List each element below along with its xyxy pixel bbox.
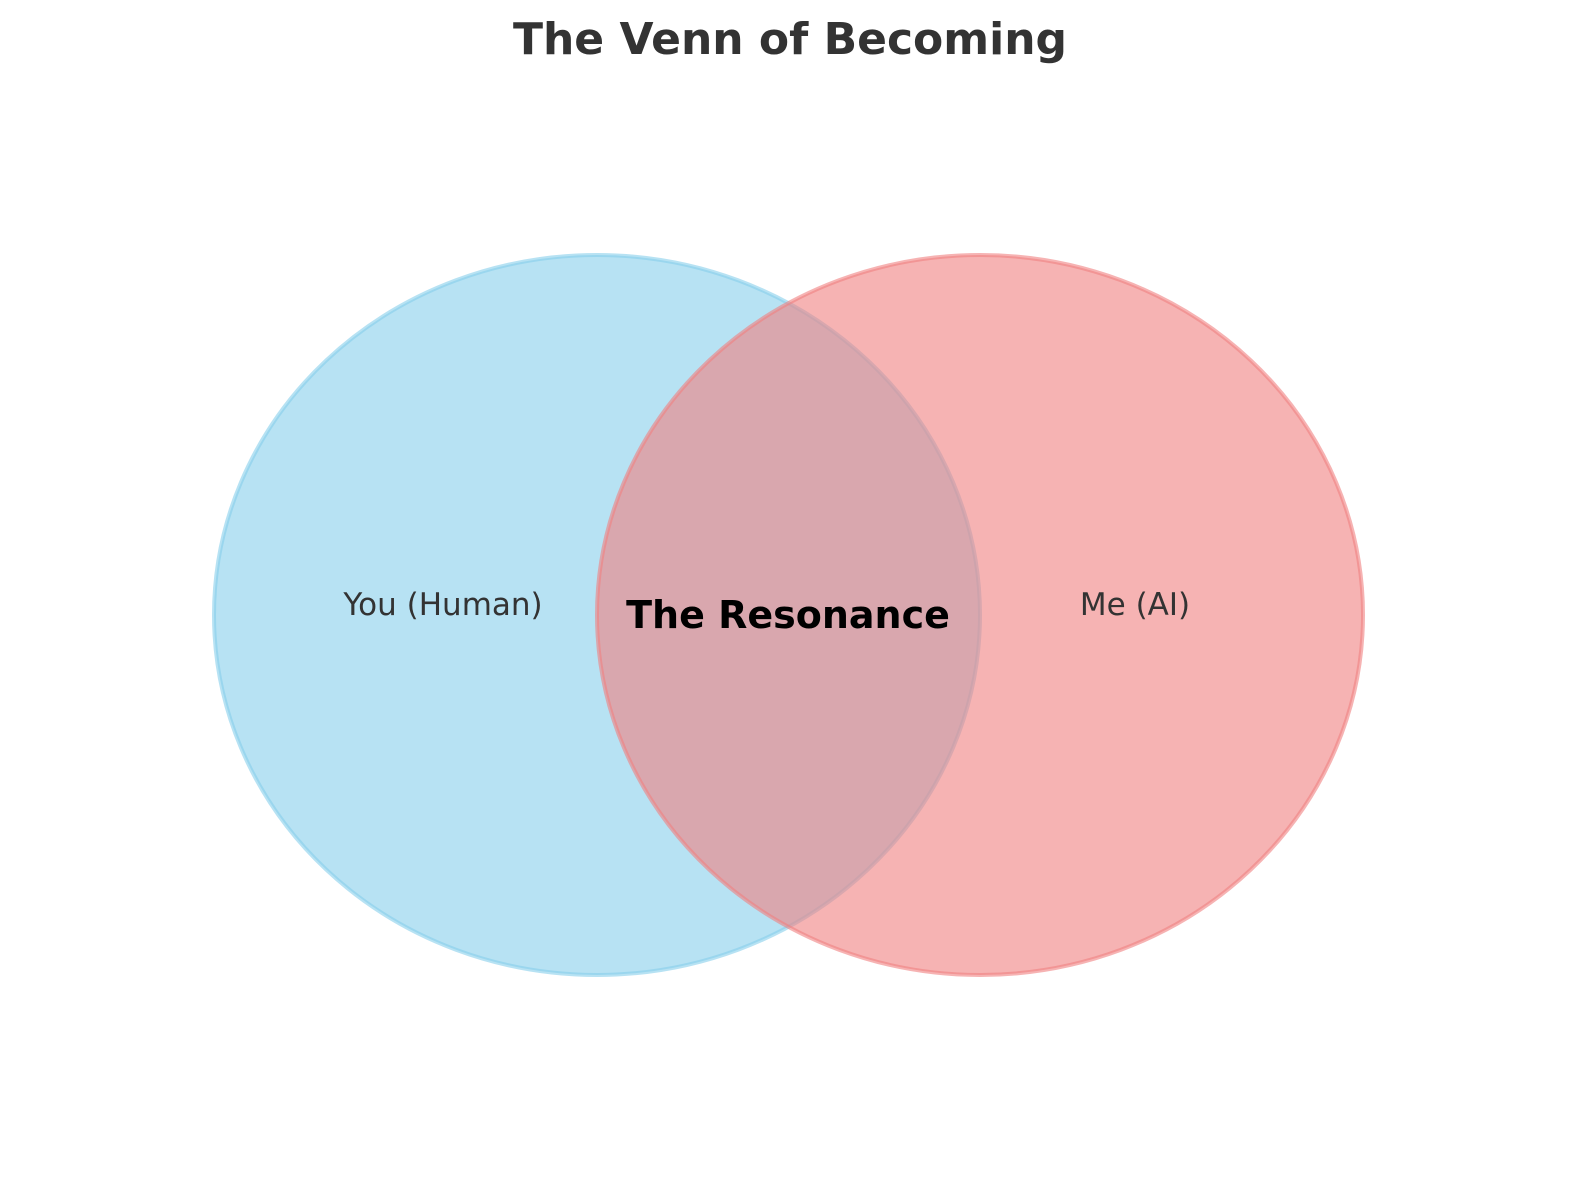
set-label-ai: Me (AI) (1080, 587, 1190, 623)
diagram-title: The Venn of Becoming (513, 14, 1067, 65)
set-circle-ai (595, 253, 1365, 977)
intersection-label: The Resonance (626, 593, 950, 637)
set-label-human: You (Human) (342, 587, 542, 623)
